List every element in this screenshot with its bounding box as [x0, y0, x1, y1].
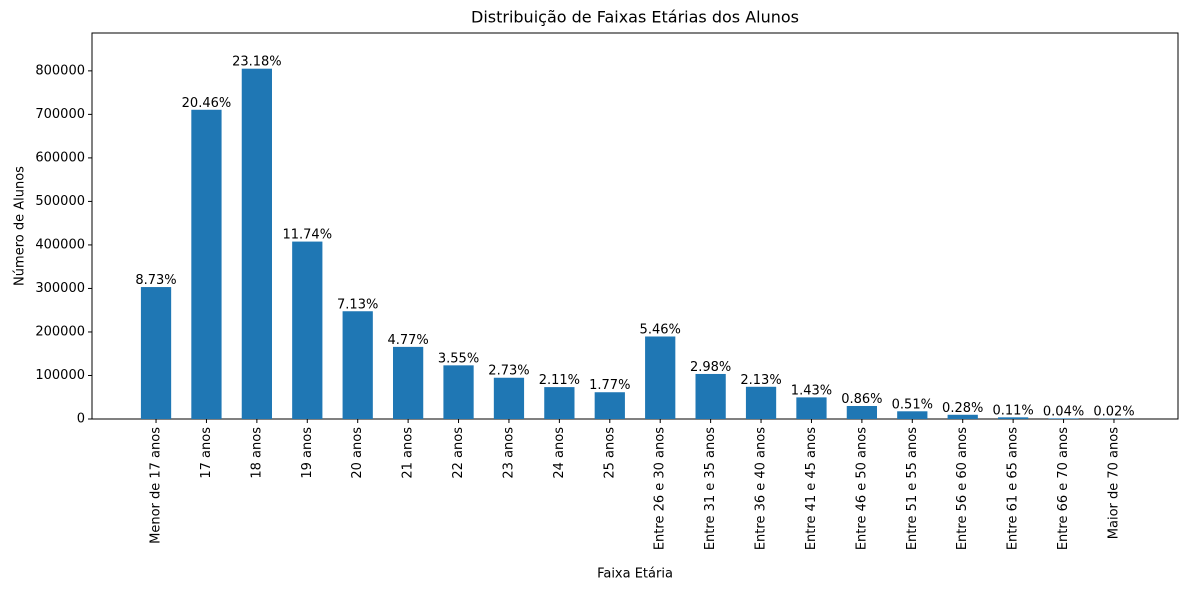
- data-label: 23.18%: [232, 55, 282, 70]
- y-tick-label: 200000: [35, 324, 85, 339]
- y-tick-label: 400000: [35, 237, 85, 252]
- bar: [947, 414, 978, 419]
- plot-frame: [91, 32, 1179, 420]
- y-tick-label: 500000: [35, 194, 85, 209]
- bar: [594, 392, 625, 419]
- data-label: 20.46%: [182, 96, 232, 111]
- data-label: 1.77%: [589, 378, 630, 393]
- x-tick-label: 25 anos: [602, 427, 617, 479]
- data-label: 2.98%: [690, 360, 731, 375]
- y-tick-label: 800000: [35, 63, 85, 78]
- x-tick-label: 17 anos: [199, 427, 214, 479]
- x-tick-label: 20 anos: [350, 427, 365, 479]
- y-tick-label: 100000: [35, 368, 85, 383]
- data-label: 0.02%: [1093, 405, 1134, 420]
- x-tick-label: Entre 56 e 60 anos: [955, 427, 970, 550]
- x-tick-label: Maior de 70 anos: [1106, 427, 1121, 539]
- data-label: 0.04%: [1043, 404, 1084, 419]
- y-tick-label: 600000: [35, 150, 85, 165]
- x-tick-label: Menor de 17 anos: [149, 427, 164, 544]
- bar: [745, 386, 777, 419]
- bar: [443, 365, 474, 419]
- bar: [241, 68, 272, 419]
- x-tick-label: Entre 46 e 50 anos: [854, 427, 869, 550]
- bar: [998, 417, 1029, 419]
- x-axis-label: Faixa Etária: [597, 567, 673, 582]
- bar: [140, 287, 172, 419]
- bar: [645, 336, 676, 419]
- x-tick-label: Entre 36 e 40 anos: [754, 427, 769, 550]
- bar: [191, 109, 222, 419]
- x-tick-label: Entre 51 e 55 anos: [905, 427, 920, 550]
- chart-title: Distribuição de Faixas Etárias dos Aluno…: [471, 8, 799, 27]
- bar: [1048, 418, 1079, 419]
- data-label: 8.73%: [135, 273, 176, 288]
- y-axis-label: Número de Alunos: [13, 166, 28, 286]
- data-label: 2.13%: [740, 373, 781, 388]
- y-tick-label: 300000: [35, 281, 85, 296]
- x-tick-label: 22 anos: [451, 427, 466, 479]
- x-tick-label: Entre 41 e 45 anos: [804, 427, 819, 550]
- x-tick-label: Entre 26 e 30 anos: [653, 427, 668, 550]
- bar: [292, 241, 323, 419]
- bar: [544, 387, 575, 419]
- x-tick-label: 24 anos: [552, 427, 567, 479]
- x-tick-label: 18 anos: [249, 427, 264, 479]
- y-tick-label: 0: [77, 412, 85, 427]
- bar: [897, 411, 928, 419]
- data-label: 0.28%: [942, 401, 983, 416]
- bar: [796, 397, 827, 419]
- bar: [493, 377, 525, 419]
- data-label: 11.74%: [282, 228, 332, 243]
- data-label: 2.11%: [539, 373, 580, 388]
- bar: [846, 405, 878, 419]
- x-tick-label: 23 anos: [501, 427, 516, 479]
- data-label: 0.11%: [992, 403, 1033, 418]
- x-tick-label: Entre 66 e 70 anos: [1056, 427, 1071, 550]
- data-label: 4.77%: [387, 333, 428, 348]
- x-tick-label: Entre 61 e 65 anos: [1006, 427, 1021, 550]
- data-label: 5.46%: [640, 322, 681, 337]
- data-label: 1.43%: [791, 383, 832, 398]
- data-label: 2.73%: [488, 364, 529, 379]
- bar: [342, 311, 373, 419]
- data-label: 3.55%: [438, 351, 479, 366]
- x-tick-label: 21 anos: [401, 427, 416, 479]
- x-tick-label: 19 anos: [300, 427, 315, 479]
- bar: [695, 373, 726, 419]
- data-label: 0.51%: [892, 397, 933, 412]
- data-label: 0.86%: [841, 392, 882, 407]
- x-tick-label: Entre 31 e 35 anos: [703, 427, 718, 550]
- data-label: 7.13%: [337, 297, 378, 312]
- y-tick-label: 700000: [35, 107, 85, 122]
- bar: [392, 346, 424, 419]
